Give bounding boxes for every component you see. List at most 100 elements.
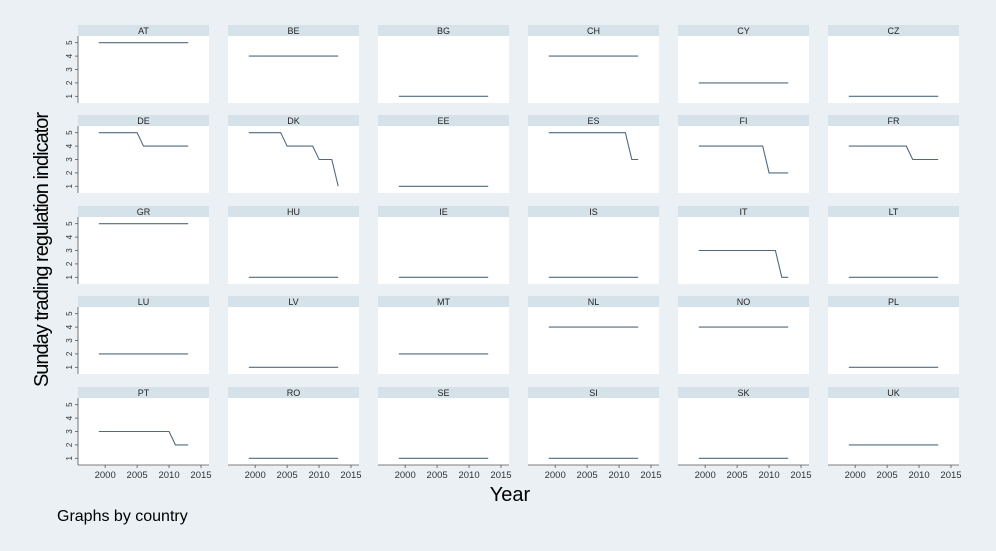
panel-title: PL xyxy=(888,297,899,307)
y-tick-label: 3 xyxy=(65,338,74,343)
panel-header xyxy=(528,206,659,217)
panel-no: NO xyxy=(678,296,809,374)
plot-area xyxy=(378,36,509,103)
plot-area xyxy=(828,217,959,284)
panel-lv: LV xyxy=(228,296,359,374)
panel-pt: PT 1 2 3 4 5 2000 2005 2010 2015 xyxy=(65,387,212,481)
panel-title: PT xyxy=(138,388,150,398)
panel-title: IT xyxy=(740,207,749,217)
panel-pl: PL xyxy=(828,296,959,374)
y-tick-label: 3 xyxy=(65,157,74,162)
plot-area xyxy=(378,126,509,193)
panel-header xyxy=(228,115,359,126)
panel-hu: HU xyxy=(228,206,359,284)
panel-title: HU xyxy=(287,207,300,217)
panel-sk: SK 2000 2005 2010 2015 xyxy=(678,387,812,481)
panel-it: IT xyxy=(678,206,809,284)
y-tick-label: 2 xyxy=(65,261,74,266)
panel-mt: MT xyxy=(378,296,509,374)
plot-area xyxy=(378,398,509,465)
x-axis-title: Year xyxy=(490,484,531,506)
y-tick-label: 5 xyxy=(65,130,74,135)
x-tick-label: 2000 xyxy=(695,470,716,481)
series-line xyxy=(848,145,939,161)
x-tick-label: 2010 xyxy=(758,470,779,481)
panel-header xyxy=(678,115,809,126)
y-tick-label: 3 xyxy=(65,248,74,253)
panel-title: UK xyxy=(887,388,900,398)
panel-ee: EE xyxy=(378,115,509,193)
panel-title: LV xyxy=(288,297,298,307)
y-tick-label: 2 xyxy=(65,80,74,85)
y-tick-label: 5 xyxy=(65,311,74,316)
panel-title: GR xyxy=(137,207,151,217)
y-tick-label: 4 xyxy=(65,53,74,58)
panel-nl: NL xyxy=(528,296,659,374)
y-tick-label: 2 xyxy=(65,170,74,175)
panel-title: BG xyxy=(437,26,450,36)
plot-area xyxy=(228,307,359,374)
x-tick-label: 2000 xyxy=(245,470,266,481)
x-tick-label: 2015 xyxy=(190,470,211,481)
panel-header xyxy=(828,115,959,126)
series-line xyxy=(98,132,189,147)
plot-area xyxy=(228,126,359,193)
x-tick-label: 2015 xyxy=(640,470,661,481)
panel-header xyxy=(678,25,809,36)
x-tick-label: 2000 xyxy=(545,470,566,481)
plot-area xyxy=(378,307,509,374)
panel-ro: RO 2000 2005 2010 2015 xyxy=(228,387,362,481)
y-tick-label: 1 xyxy=(65,94,74,99)
panel-title: DK xyxy=(287,116,300,126)
panel-title: CZ xyxy=(888,26,900,36)
panel-lu: LU 1 2 3 4 5 xyxy=(65,296,209,374)
series-line xyxy=(98,430,189,446)
panel-header xyxy=(378,115,509,126)
x-tick-label: 2010 xyxy=(158,470,179,481)
panel-header xyxy=(828,296,959,307)
plot-area xyxy=(828,126,959,193)
x-tick-label: 2010 xyxy=(458,470,479,481)
plot-area xyxy=(528,398,659,465)
panel-header xyxy=(78,296,209,307)
graphs-by-note: Graphs by country xyxy=(57,508,188,525)
series-line xyxy=(548,132,639,161)
panel-cy: CY xyxy=(678,25,809,103)
panel-fi: FI xyxy=(678,115,809,193)
y-tick-label: 2 xyxy=(65,351,74,356)
panel-dk: DK xyxy=(228,115,359,193)
plot-area xyxy=(678,126,809,193)
y-tick-label: 1 xyxy=(65,365,74,370)
panel-header xyxy=(228,25,359,36)
panel-title: DE xyxy=(137,116,150,126)
y-tick-label: 1 xyxy=(65,456,74,461)
panel-si: SI 2000 2005 2010 2015 xyxy=(528,387,662,481)
panel-es: ES xyxy=(528,115,659,193)
panel-header xyxy=(528,25,659,36)
panel-header xyxy=(378,206,509,217)
panel-header xyxy=(378,25,509,36)
panel-header xyxy=(78,25,209,36)
plot-area xyxy=(678,398,809,465)
panel-title: IS xyxy=(589,207,598,217)
panel-title: NL xyxy=(588,297,600,307)
panel-title: ES xyxy=(587,116,599,126)
plot-area xyxy=(228,398,359,465)
x-tick-label: 2005 xyxy=(277,470,298,481)
x-tick-label: 2000 xyxy=(395,470,416,481)
y-tick-label: 4 xyxy=(65,415,74,420)
panel-title: LU xyxy=(138,297,150,307)
x-tick-label: 2015 xyxy=(340,470,361,481)
panel-header xyxy=(228,206,359,217)
panel-ch: CH xyxy=(528,25,659,103)
panel-title: BE xyxy=(287,26,299,36)
plot-area xyxy=(228,217,359,284)
y-tick-label: 3 xyxy=(65,67,74,72)
plot-area xyxy=(678,307,809,374)
plot-area xyxy=(828,398,959,465)
panel-title: SE xyxy=(437,388,449,398)
series-line xyxy=(248,132,339,187)
panel-title: AT xyxy=(138,26,149,36)
